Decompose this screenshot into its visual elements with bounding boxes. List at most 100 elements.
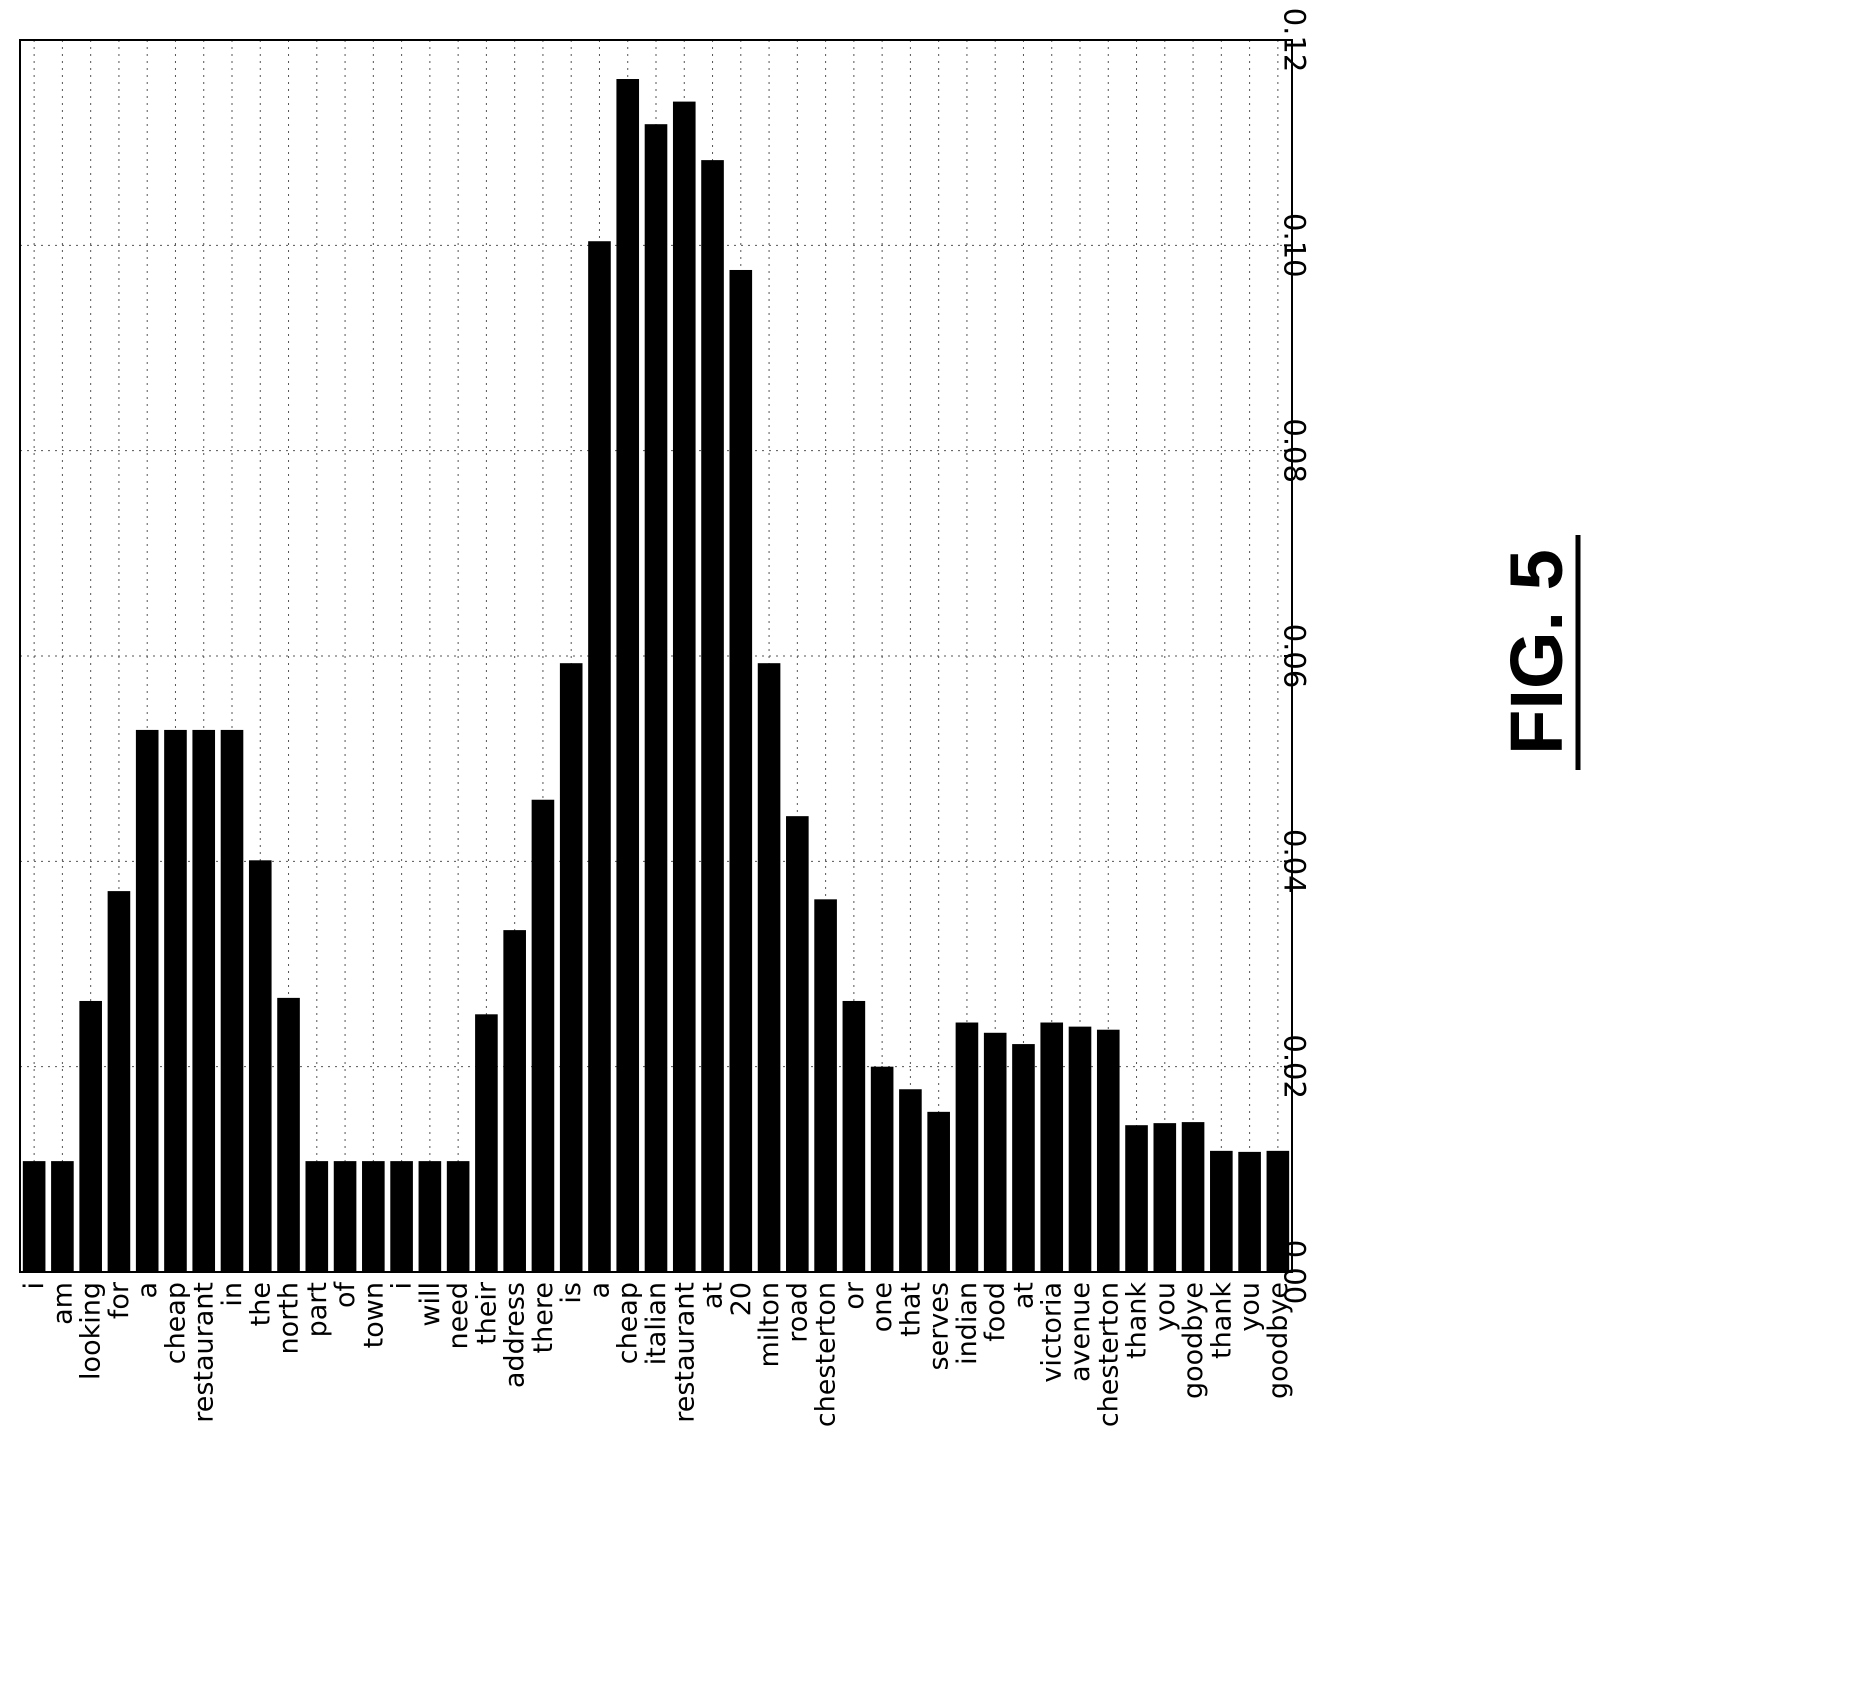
category-label: restaurant — [189, 1282, 220, 1423]
value-tick-label: 0.04 — [1277, 829, 1311, 894]
bar — [729, 269, 753, 1272]
bar — [559, 663, 583, 1272]
category-label: is — [556, 1282, 587, 1304]
bar — [1125, 1125, 1148, 1272]
category-label: thank — [1206, 1282, 1237, 1359]
category-label: for — [104, 1281, 135, 1319]
bar — [418, 1161, 442, 1272]
figure-caption: FIG. 5 — [1495, 535, 1581, 770]
bar — [390, 1161, 413, 1272]
category-label: chesterton — [1093, 1282, 1124, 1427]
bar — [616, 79, 640, 1273]
bar — [899, 1089, 922, 1272]
category-label: food — [980, 1282, 1011, 1342]
bar — [248, 860, 272, 1272]
bar — [644, 124, 668, 1273]
bar — [51, 1161, 74, 1272]
category-label: goodbye — [1263, 1282, 1294, 1399]
category-axis-labels: iamlookingforacheaprestaurantinthenorthp… — [19, 1281, 1294, 1428]
category-label: road — [782, 1282, 813, 1343]
category-label: cheap — [160, 1282, 191, 1364]
bar — [1096, 1029, 1120, 1272]
category-label: north — [274, 1282, 305, 1354]
category-label: i — [19, 1282, 50, 1290]
category-label: am — [47, 1282, 78, 1325]
bar — [1181, 1122, 1205, 1272]
category-label: looking — [76, 1282, 107, 1380]
bar — [531, 799, 555, 1272]
category-label: part — [302, 1282, 333, 1337]
bar — [135, 729, 159, 1272]
bar — [955, 1022, 979, 1272]
value-tick-label: 0.00 — [1277, 1240, 1311, 1305]
bar — [870, 1066, 894, 1272]
category-label: italian — [641, 1282, 672, 1365]
bar — [814, 899, 837, 1272]
bar — [333, 1161, 357, 1272]
bar — [1068, 1026, 1092, 1272]
category-label: cheap — [613, 1282, 644, 1364]
bar — [701, 160, 724, 1272]
value-tick-label: 0.08 — [1277, 418, 1311, 483]
bar — [842, 1000, 866, 1272]
bar — [672, 101, 696, 1273]
category-label: need — [443, 1282, 474, 1349]
category-label: of — [330, 1281, 361, 1309]
value-tick-label: 0.10 — [1277, 213, 1311, 278]
value-tick-label: 0.12 — [1277, 8, 1311, 73]
figure-label: FIG. 5 — [1495, 549, 1578, 755]
bar — [192, 729, 216, 1272]
category-label: serves — [924, 1282, 955, 1370]
category-label: or — [839, 1281, 870, 1310]
category-label: milton — [754, 1282, 785, 1368]
category-label: indian — [952, 1282, 983, 1365]
category-label: there — [528, 1282, 559, 1353]
value-tick-label: 0.06 — [1277, 624, 1311, 689]
category-label: you — [1150, 1282, 1181, 1332]
category-label: chesterton — [811, 1282, 842, 1427]
category-label: one — [867, 1282, 898, 1332]
value-axis-ticks: 0.00 0.02 0.04 0.06 0.08 0.10 0.12 — [1277, 8, 1311, 1305]
category-label: victoria — [1037, 1282, 1068, 1383]
category-label: a — [584, 1282, 615, 1299]
category-label: address — [500, 1282, 531, 1388]
bar — [1153, 1123, 1177, 1272]
category-label: in — [217, 1282, 248, 1307]
bar — [927, 1111, 950, 1272]
bar — [1238, 1151, 1261, 1272]
category-label: thank — [1122, 1282, 1153, 1359]
bar — [220, 729, 244, 1272]
bar — [983, 1032, 1007, 1272]
category-label: their — [471, 1281, 502, 1345]
bar — [277, 997, 300, 1272]
category-label: that — [895, 1282, 926, 1337]
category-label: will — [415, 1282, 446, 1327]
category-label: at — [1008, 1282, 1039, 1309]
bar — [79, 1000, 102, 1272]
bar — [757, 663, 781, 1272]
category-label: restaurant — [669, 1282, 700, 1423]
bars — [22, 79, 1290, 1273]
bar — [305, 1161, 329, 1272]
category-label: i — [387, 1282, 418, 1290]
category-label: goodbye — [1178, 1282, 1209, 1399]
bar — [1266, 1150, 1290, 1272]
category-label: avenue — [1065, 1282, 1096, 1382]
bar — [1040, 1022, 1064, 1272]
category-label: town — [358, 1282, 389, 1348]
bar — [22, 1161, 46, 1272]
bar — [164, 729, 187, 1272]
bar — [1210, 1150, 1233, 1272]
category-label: at — [698, 1282, 729, 1309]
category-label: you — [1235, 1282, 1266, 1332]
bar — [1012, 1044, 1035, 1272]
value-tick-label: 0.02 — [1277, 1034, 1311, 1099]
bar — [362, 1161, 385, 1272]
bar — [588, 241, 611, 1272]
bar — [475, 1014, 498, 1272]
category-label: 20 — [726, 1282, 757, 1316]
category-label: a — [132, 1282, 163, 1299]
bar — [503, 930, 526, 1272]
bar — [446, 1161, 470, 1272]
